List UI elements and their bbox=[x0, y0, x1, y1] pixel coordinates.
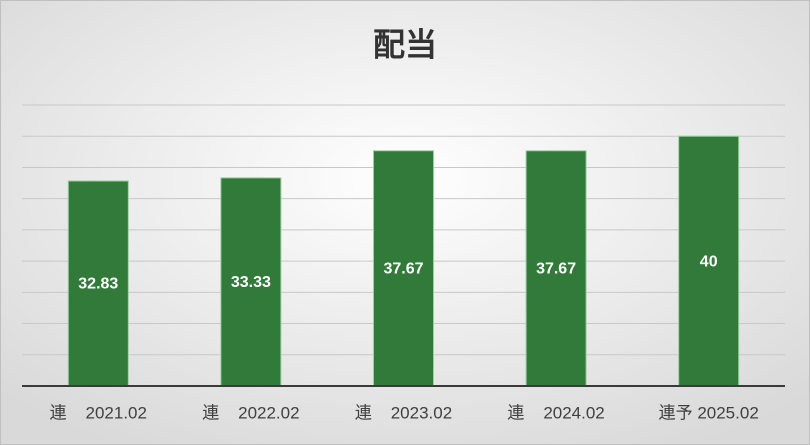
value-label: 33.33 bbox=[231, 274, 271, 291]
value-label: 37.67 bbox=[536, 261, 576, 278]
bar bbox=[678, 135, 740, 387]
x-tick-label: 連 2022.02 bbox=[202, 403, 299, 422]
x-tick-label: 連 2023.02 bbox=[355, 403, 452, 422]
x-tick-label: 連 2024.02 bbox=[507, 403, 604, 422]
chart-title: 配当 bbox=[373, 26, 437, 62]
x-tick-label: 連予 2025.02 bbox=[659, 403, 759, 422]
bar bbox=[373, 150, 434, 387]
value-label: 37.67 bbox=[383, 261, 423, 278]
x-tick-label: 連 2021.02 bbox=[50, 403, 147, 422]
bar bbox=[525, 150, 587, 387]
value-label: 32.83 bbox=[78, 276, 118, 293]
value-label: 40 bbox=[700, 253, 718, 270]
bar bbox=[67, 180, 129, 387]
